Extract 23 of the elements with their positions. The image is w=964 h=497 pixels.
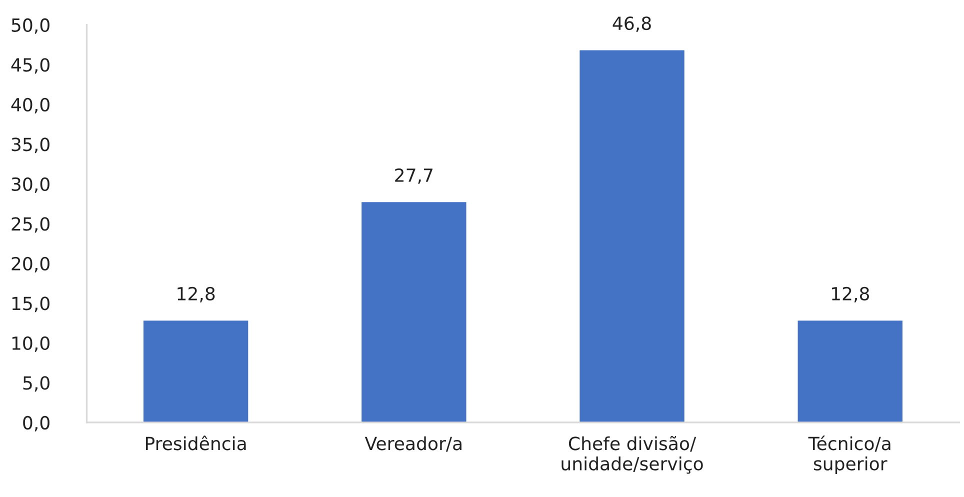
y-tick-label: 20,0 <box>12 256 50 272</box>
data-label: 12,8 <box>832 286 869 302</box>
data-label: 46,8 <box>612 16 651 32</box>
y-tick-label: 15,0 <box>12 296 50 312</box>
bar <box>798 320 902 422</box>
bar <box>143 320 248 422</box>
data-label: 27,7 <box>395 168 432 184</box>
bar <box>580 50 684 422</box>
y-tick-label: 25,0 <box>12 217 50 233</box>
x-tick-label: Técnico/a superior <box>808 436 890 474</box>
x-tick-label: Presidência <box>146 436 246 450</box>
y-tick-label: 5,0 <box>23 376 50 392</box>
y-tick-label: 10,0 <box>12 336 50 352</box>
bar <box>362 202 466 422</box>
y-tick-label: 35,0 <box>12 138 50 154</box>
y-tick-label: 50,0 <box>12 18 50 34</box>
x-tick-label: Vereador/a <box>364 436 462 452</box>
y-tick-label: 40,0 <box>11 98 50 114</box>
y-tick-label: 0,0 <box>23 416 50 432</box>
y-tick-label: 45,0 <box>11 58 50 74</box>
y-tick-label: 30,0 <box>12 177 50 193</box>
x-tick-label: Chefe divisão/ unidade/serviço <box>562 436 703 474</box>
data-label: 12,8 <box>178 286 215 302</box>
